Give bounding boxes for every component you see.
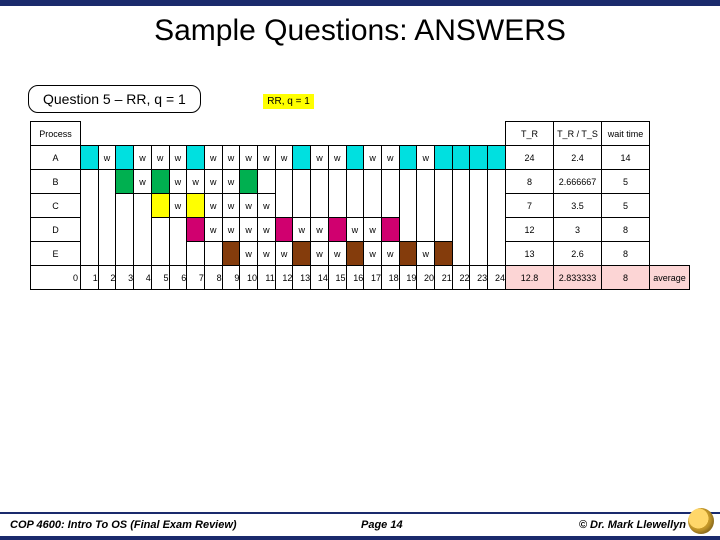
- footer-left: COP 4600: Intro To OS (Final Exam Review…: [10, 519, 303, 531]
- page-title: Sample Questions: ANSWERS: [0, 14, 720, 48]
- footer-center: Page 14: [303, 519, 461, 531]
- avg-label: average: [650, 266, 690, 290]
- row-D: D: [31, 218, 81, 242]
- avg-tr: 12.8: [506, 266, 554, 290]
- col-wait: wait time: [602, 122, 650, 146]
- avg-ratio: 2.833333: [554, 266, 602, 290]
- ucf-logo: [688, 508, 714, 534]
- footer-right: © Dr. Mark Llewellyn: [461, 519, 710, 531]
- col-process: Process: [31, 122, 81, 146]
- avg-wait: 8: [602, 266, 650, 290]
- row-A: A: [31, 146, 81, 170]
- row-C: C: [31, 194, 81, 218]
- question-label: Question 5 – RR, q = 1: [28, 85, 201, 113]
- schedule-chart: ProcessT_RT_R / T_Swait timeAwwwwwwwwwww…: [30, 121, 690, 290]
- col-tr: T_R: [506, 122, 554, 146]
- col-ratio: T_R / T_S: [554, 122, 602, 146]
- algorithm-tag: RR, q = 1: [263, 94, 314, 109]
- row-B: B: [31, 170, 81, 194]
- footer: COP 4600: Intro To OS (Final Exam Review…: [0, 512, 720, 540]
- schedule-table: ProcessT_RT_R / T_Swait timeAwwwwwwwwwww…: [30, 121, 690, 290]
- row-E: E: [31, 242, 81, 266]
